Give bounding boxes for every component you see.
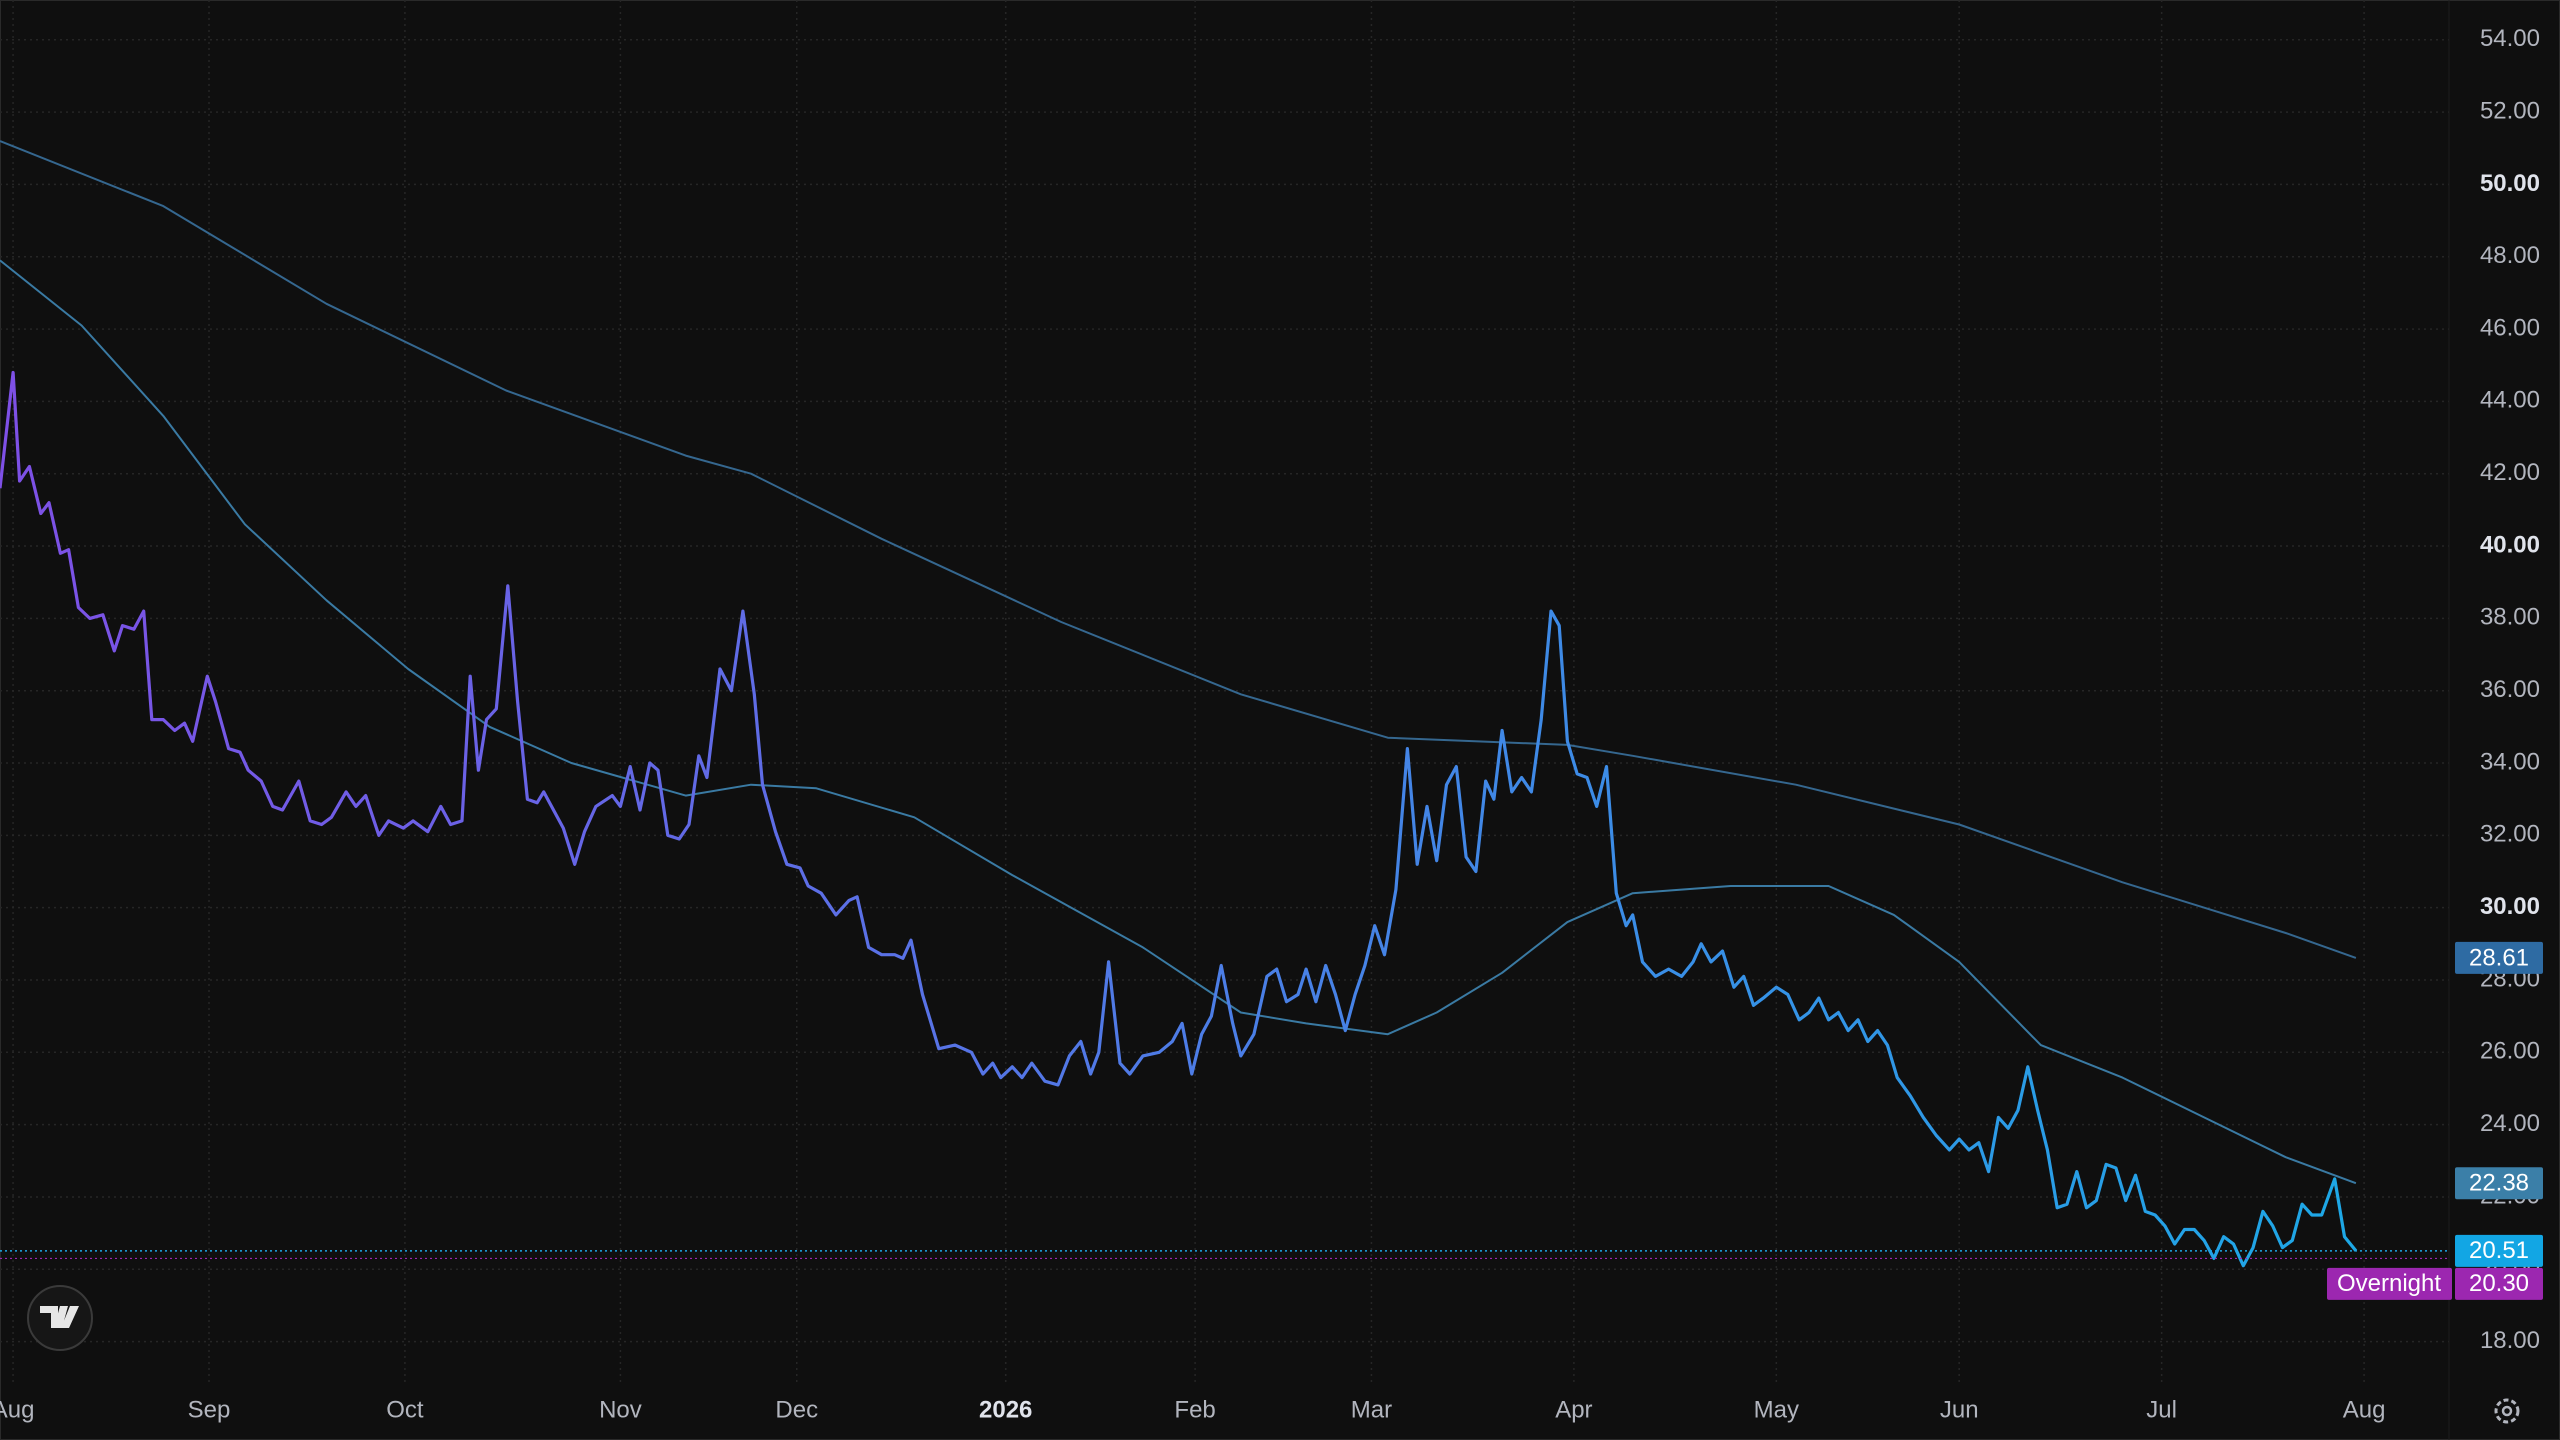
overnight-value-box — [2455, 1267, 2543, 1300]
y-tick-label: 18.00 — [2480, 1327, 2540, 1354]
y-tick-label: 44.00 — [2480, 387, 2540, 414]
overnight-tag: Overnight — [2337, 1270, 2441, 1297]
plot — [0, 140, 2449, 1268]
price-label: 20.51 — [2469, 1237, 2529, 1264]
y-tick-label: 42.00 — [2480, 459, 2540, 486]
price-label: 22.38 — [2469, 1170, 2529, 1197]
y-tick-label: 38.00 — [2480, 604, 2540, 631]
price-label-box — [2455, 941, 2543, 974]
moving-average-line — [0, 259, 2357, 1185]
grid — [0, 0, 2449, 1385]
logo-mark — [40, 1306, 79, 1328]
y-tick-label: 50.00 — [2480, 170, 2540, 197]
y-tick-label: 52.00 — [2480, 97, 2540, 124]
price-label-box — [2455, 1167, 2543, 1200]
x-tick-label: Aug — [0, 1396, 34, 1423]
overnight-value: 20.30 — [2469, 1270, 2529, 1297]
x-tick-label: Feb — [1174, 1396, 1215, 1423]
gear-outer — [2494, 1398, 2520, 1424]
x-tick-label: Jul — [2146, 1396, 2177, 1423]
y-tick-label: 32.00 — [2480, 821, 2540, 848]
y-tick-label: 24.00 — [2480, 1110, 2540, 1137]
gear-inner — [2501, 1405, 2513, 1417]
x-tick-label: Apr — [1555, 1396, 1592, 1423]
x-tick-label: 2026 — [979, 1396, 1032, 1423]
y-tick-label: 30.00 — [2480, 893, 2540, 920]
overnight-tag-box — [2327, 1267, 2452, 1300]
y-tick-label: 46.00 — [2480, 314, 2540, 341]
x-tick-label: Jun — [1940, 1396, 1979, 1423]
x-tick-label: Oct — [386, 1396, 424, 1423]
price-label: 28.61 — [2469, 944, 2529, 971]
tradingview-logo[interactable] — [27, 1285, 93, 1351]
x-tick-label: May — [1754, 1396, 1799, 1423]
x-tick-label: Aug — [2343, 1396, 2386, 1423]
x-tick-label: Nov — [599, 1396, 642, 1423]
y-tick-label: 48.00 — [2480, 242, 2540, 269]
price-line — [0, 370, 2358, 1268]
price-label-box — [2455, 1234, 2543, 1267]
moving-average-line — [0, 140, 2357, 959]
x-tick-label: Sep — [188, 1396, 231, 1423]
y-tick-label: 36.00 — [2480, 676, 2540, 703]
y-tick-label: 54.00 — [2480, 25, 2540, 52]
y-tick-label: 40.00 — [2480, 531, 2540, 558]
x-tick-label: Mar — [1351, 1396, 1392, 1423]
y-tick-label: 26.00 — [2480, 1038, 2540, 1065]
settings-button[interactable] — [2494, 1398, 2520, 1424]
x-tick-label: Dec — [775, 1396, 818, 1423]
y-tick-label: 34.00 — [2480, 748, 2540, 775]
